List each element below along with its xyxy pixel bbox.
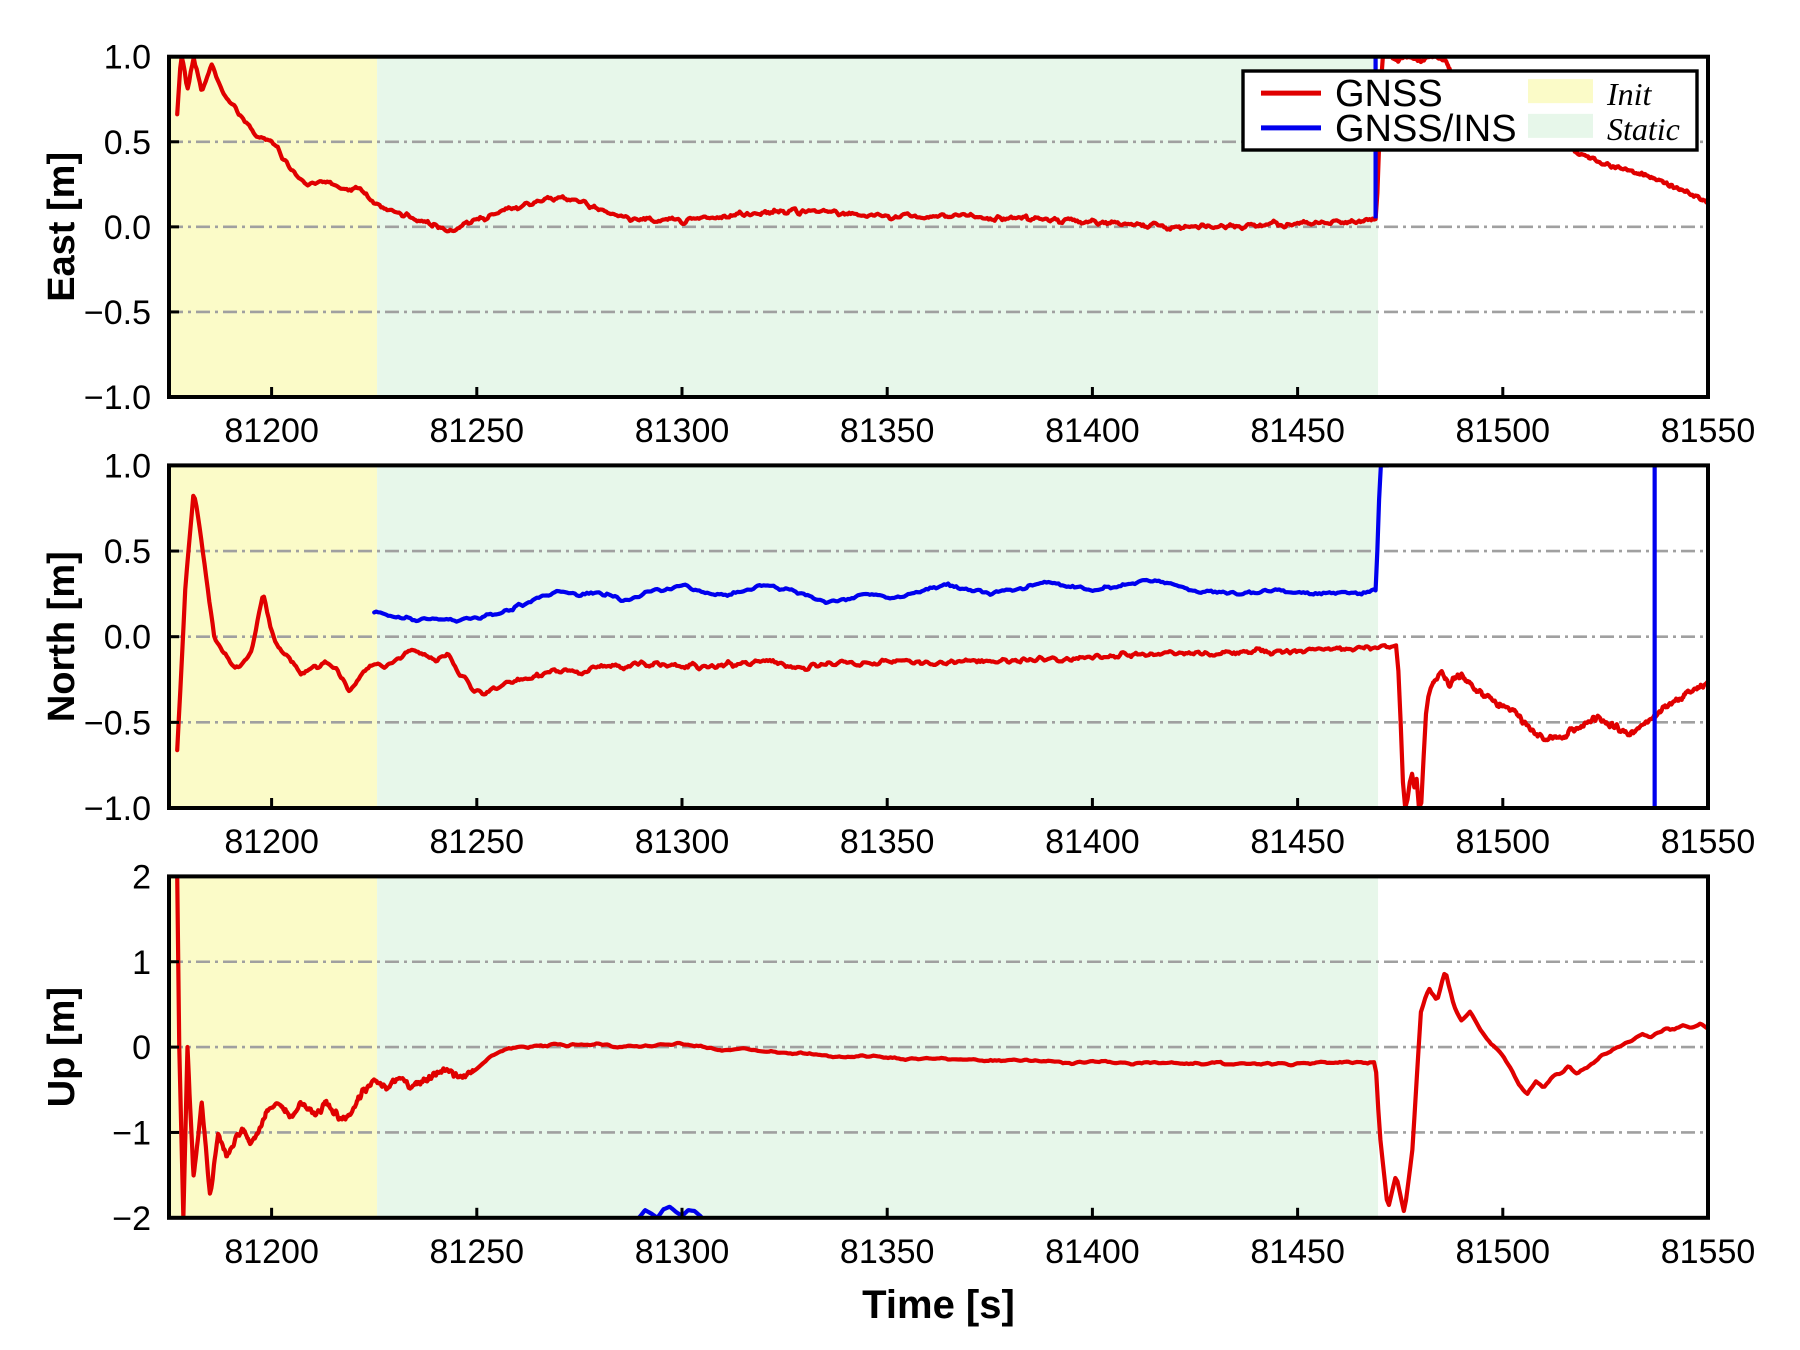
svg-text:81450: 81450 xyxy=(1250,823,1345,861)
svg-text:81300: 81300 xyxy=(635,1233,730,1271)
svg-text:Time [s]: Time [s] xyxy=(862,1283,1015,1327)
svg-text:81350: 81350 xyxy=(840,1233,935,1271)
svg-text:81300: 81300 xyxy=(635,823,730,861)
svg-text:81450: 81450 xyxy=(1250,1233,1345,1271)
svg-text:0.5: 0.5 xyxy=(104,533,151,571)
svg-text:2: 2 xyxy=(132,858,151,896)
svg-text:81500: 81500 xyxy=(1456,1233,1551,1271)
svg-text:81300: 81300 xyxy=(635,412,730,450)
svg-text:1: 1 xyxy=(132,944,151,982)
svg-text:−2: −2 xyxy=(112,1200,151,1238)
svg-text:Up [m]: Up [m] xyxy=(41,987,83,1107)
svg-text:81200: 81200 xyxy=(224,823,319,861)
svg-text:81550: 81550 xyxy=(1661,823,1756,861)
svg-text:−1.0: −1.0 xyxy=(84,790,151,828)
svg-text:81550: 81550 xyxy=(1661,412,1756,450)
svg-text:0.5: 0.5 xyxy=(104,124,151,162)
svg-text:81250: 81250 xyxy=(430,823,525,861)
svg-text:East [m]: East [m] xyxy=(41,152,83,302)
svg-text:North [m]: North [m] xyxy=(41,551,83,722)
svg-text:81450: 81450 xyxy=(1250,412,1345,450)
svg-text:−0.5: −0.5 xyxy=(84,294,151,332)
svg-text:81500: 81500 xyxy=(1456,823,1551,861)
svg-text:81200: 81200 xyxy=(224,1233,319,1271)
svg-text:0.0: 0.0 xyxy=(104,619,151,657)
svg-text:81200: 81200 xyxy=(224,412,319,450)
svg-text:Static: Static xyxy=(1607,111,1680,147)
svg-text:81350: 81350 xyxy=(840,412,935,450)
svg-text:0.0: 0.0 xyxy=(104,209,151,247)
svg-text:−0.5: −0.5 xyxy=(84,704,151,742)
svg-text:81400: 81400 xyxy=(1045,412,1140,450)
svg-text:−1: −1 xyxy=(112,1114,151,1152)
svg-text:81500: 81500 xyxy=(1456,412,1551,450)
svg-text:−1.0: −1.0 xyxy=(84,379,151,417)
svg-text:81400: 81400 xyxy=(1045,823,1140,861)
svg-text:81400: 81400 xyxy=(1045,1233,1140,1271)
svg-text:Init: Init xyxy=(1606,76,1653,112)
svg-text:GNSS/INS: GNSS/INS xyxy=(1335,108,1517,150)
svg-text:81250: 81250 xyxy=(430,1233,525,1271)
svg-text:81250: 81250 xyxy=(430,412,525,450)
svg-text:81550: 81550 xyxy=(1661,1233,1756,1271)
svg-text:81350: 81350 xyxy=(840,823,935,861)
svg-text:0: 0 xyxy=(132,1029,151,1067)
svg-text:1.0: 1.0 xyxy=(104,39,151,77)
svg-text:1.0: 1.0 xyxy=(104,447,151,485)
